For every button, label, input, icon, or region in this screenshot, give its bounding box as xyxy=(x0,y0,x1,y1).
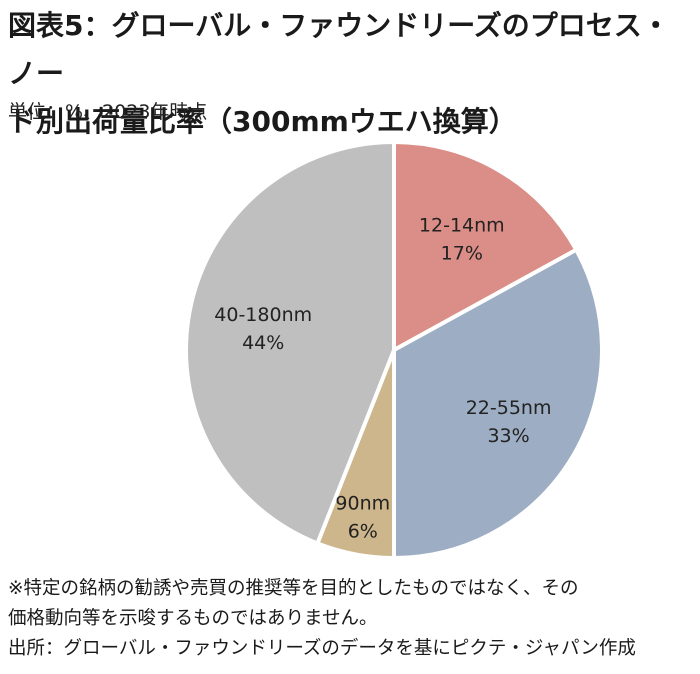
unit-note: 単位：%、2023年時点 xyxy=(8,101,208,123)
chart-title-line-2: ド別出荷量比率（300mmウエハ換算） xyxy=(8,105,517,138)
source-note: 出所：グローバル・ファウンドリーズのデータを基にピクテ・ジャパン作成 xyxy=(8,638,636,659)
slice-value-label: 33% xyxy=(487,425,529,447)
footnote: ※特定の銘柄の勧誘や売買の推奨等を目的としたものではなく、その 価格動向等を示唆… xyxy=(8,574,698,664)
slice-name-label: 22-55nm xyxy=(466,397,552,419)
slice-value-label: 6% xyxy=(348,521,378,543)
slice-value-label: 17% xyxy=(441,242,483,264)
slice-value-label: 44% xyxy=(242,332,284,354)
pie-slice-22-55nm xyxy=(392,247,604,560)
pie-slice-12-14nm xyxy=(392,140,579,352)
pie-slices xyxy=(184,140,604,560)
disclaimer-line-2: 価格動向等を示唆するものではありません。 xyxy=(8,608,378,629)
pie-labels: 12-14nm 17% 22-55nm 33% 90nm 6% 40-180nm 44% xyxy=(214,214,551,542)
chart-title-line-1: 図表5：グローバル・ファウンドリーズのプロセス・ノー xyxy=(8,9,670,90)
disclaimer-line-1: ※特定の銘柄の勧誘や売買の推奨等を目的としたものではなく、その xyxy=(8,578,579,599)
slice-name-label: 12-14nm xyxy=(419,214,505,236)
slice-name-label: 40-180nm xyxy=(214,304,312,326)
pie-slice-40-180nm xyxy=(184,140,396,546)
chart-title: 図表5：グローバル・ファウンドリーズのプロセス・ノー ド別出荷量比率（300mm… xyxy=(8,2,692,146)
slice-name-label: 90nm xyxy=(335,493,390,515)
